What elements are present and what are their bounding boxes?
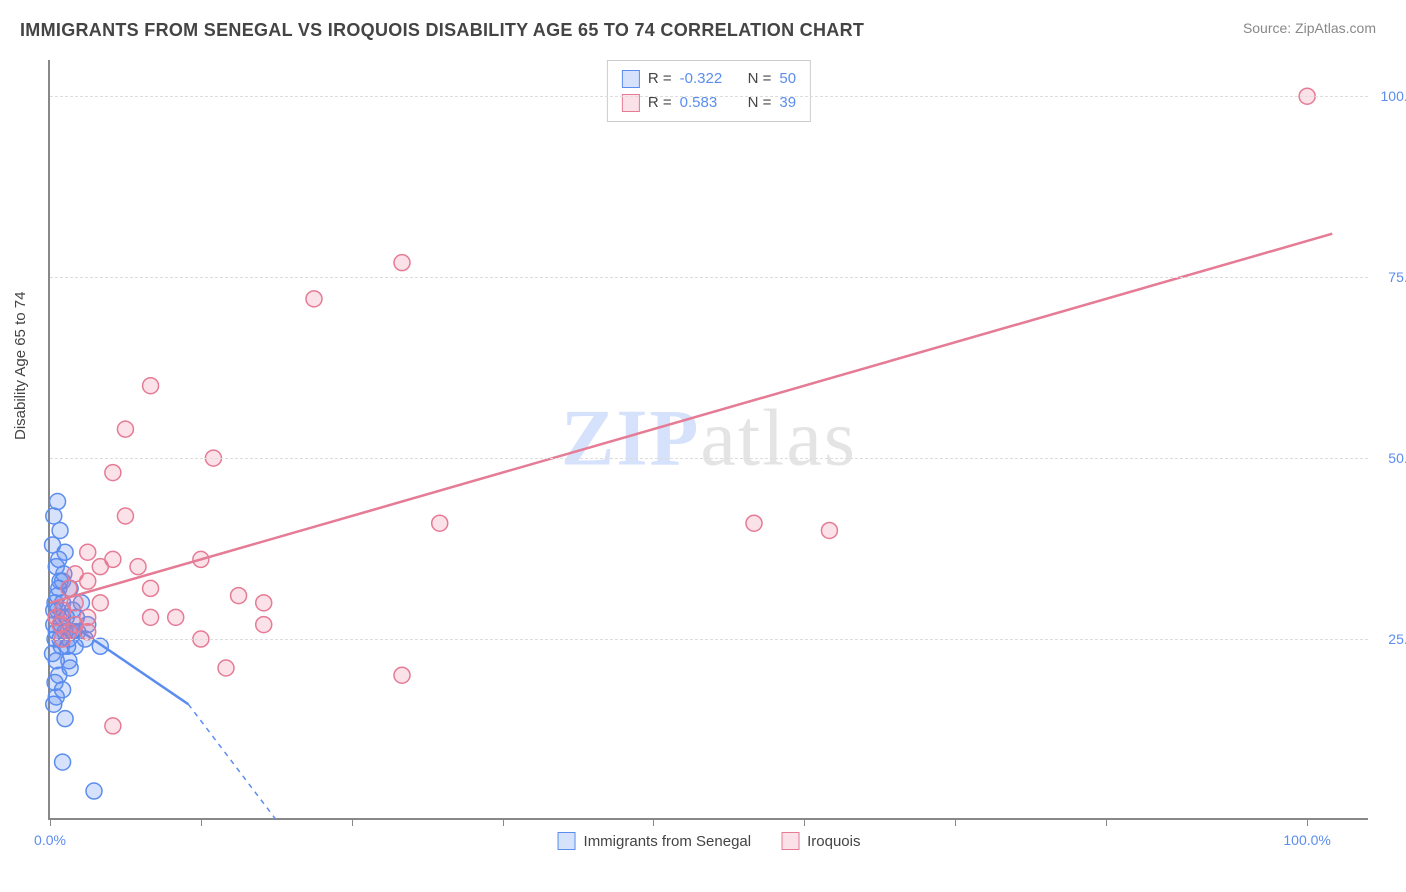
data-point bbox=[218, 660, 234, 676]
y-tick-label: 25.0% bbox=[1388, 631, 1406, 647]
data-point bbox=[130, 559, 146, 575]
data-point bbox=[256, 595, 272, 611]
data-point bbox=[51, 551, 67, 567]
data-point bbox=[117, 508, 133, 524]
correlation-legend: R = -0.322 N = 50 R = 0.583 N = 39 bbox=[607, 60, 811, 122]
y-axis-label: Disability Age 65 to 74 bbox=[12, 292, 29, 440]
data-point bbox=[306, 291, 322, 307]
data-point bbox=[143, 609, 159, 625]
legend-series-label: Immigrants from Senegal bbox=[584, 833, 752, 850]
data-point bbox=[117, 421, 133, 437]
data-point bbox=[61, 580, 77, 596]
y-tick-label: 100.0% bbox=[1381, 88, 1406, 104]
data-point bbox=[105, 718, 121, 734]
gridline bbox=[50, 639, 1368, 640]
gridline bbox=[50, 458, 1368, 459]
series-legend: Immigrants from Senegal Iroquois bbox=[558, 832, 861, 850]
y-tick-label: 75.0% bbox=[1388, 269, 1406, 285]
data-point bbox=[47, 674, 63, 690]
trend-line-extrapolated bbox=[188, 704, 276, 820]
data-point bbox=[92, 595, 108, 611]
chart-title: IMMIGRANTS FROM SENEGAL VS IROQUOIS DISA… bbox=[20, 20, 864, 41]
x-tick bbox=[352, 818, 353, 826]
y-tick-label: 50.0% bbox=[1388, 450, 1406, 466]
data-point bbox=[92, 559, 108, 575]
x-tick bbox=[653, 818, 654, 826]
x-tick bbox=[1307, 818, 1308, 826]
data-point bbox=[143, 580, 159, 596]
x-tick-label: 100.0% bbox=[1283, 832, 1330, 848]
data-point bbox=[394, 667, 410, 683]
data-point bbox=[61, 653, 77, 669]
gridline bbox=[50, 96, 1368, 97]
legend-swatch bbox=[558, 832, 576, 850]
legend-n-label: N = bbox=[748, 67, 772, 91]
data-point bbox=[80, 544, 96, 560]
data-point bbox=[168, 609, 184, 625]
legend-n-label: N = bbox=[748, 91, 772, 115]
legend-r-value: 0.583 bbox=[680, 91, 740, 115]
legend-correlation-row: R = -0.322 N = 50 bbox=[622, 67, 796, 91]
data-point bbox=[86, 783, 102, 799]
x-tick bbox=[201, 818, 202, 826]
data-point bbox=[50, 494, 66, 510]
legend-correlation-row: R = 0.583 N = 39 bbox=[622, 91, 796, 115]
legend-series-label: Iroquois bbox=[807, 833, 860, 850]
data-point bbox=[67, 566, 83, 582]
legend-swatch bbox=[781, 832, 799, 850]
data-point bbox=[52, 522, 68, 538]
data-point bbox=[55, 754, 71, 770]
gridline bbox=[50, 277, 1368, 278]
chart-plot-area: ZIPatlas R = -0.322N = 50R = 0.583N = 39… bbox=[48, 60, 1368, 820]
trend-line bbox=[50, 234, 1332, 603]
x-tick-label: 0.0% bbox=[34, 832, 66, 848]
data-point bbox=[821, 522, 837, 538]
legend-n-value: 39 bbox=[779, 91, 796, 115]
data-point bbox=[394, 255, 410, 271]
data-point bbox=[45, 537, 61, 553]
x-tick bbox=[50, 818, 51, 826]
scatter-plot-svg bbox=[50, 60, 1368, 818]
data-point bbox=[46, 508, 62, 524]
data-point bbox=[432, 515, 448, 531]
legend-series-item: Immigrants from Senegal bbox=[558, 832, 752, 850]
x-tick bbox=[955, 818, 956, 826]
legend-swatch bbox=[622, 70, 640, 88]
legend-r-label: R = bbox=[648, 67, 672, 91]
data-point bbox=[231, 588, 247, 604]
data-point bbox=[48, 689, 64, 705]
data-point bbox=[746, 515, 762, 531]
legend-r-value: -0.322 bbox=[680, 67, 740, 91]
x-tick bbox=[503, 818, 504, 826]
data-point bbox=[45, 646, 61, 662]
data-point bbox=[48, 609, 64, 625]
x-tick bbox=[1106, 818, 1107, 826]
data-point bbox=[57, 711, 73, 727]
legend-r-label: R = bbox=[648, 91, 672, 115]
legend-series-item: Iroquois bbox=[781, 832, 860, 850]
legend-n-value: 50 bbox=[779, 67, 796, 91]
source-attribution: Source: ZipAtlas.com bbox=[1243, 20, 1376, 36]
data-point bbox=[105, 465, 121, 481]
data-point bbox=[256, 617, 272, 633]
data-point bbox=[143, 378, 159, 394]
x-tick bbox=[804, 818, 805, 826]
